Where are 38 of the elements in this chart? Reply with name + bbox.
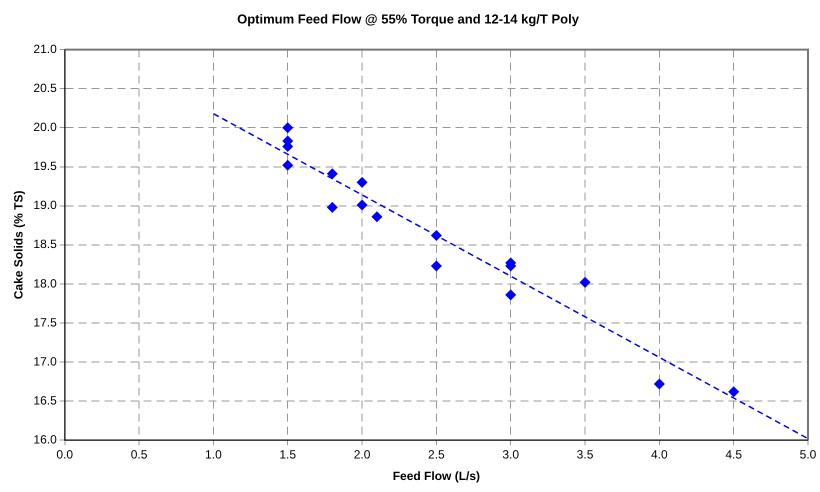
point [654, 378, 665, 390]
x-tick-label: 3.0 [502, 448, 520, 462]
point [356, 176, 368, 188]
y-tick-label: 17.0 [33, 354, 58, 368]
x-tick-label: 2.5 [428, 448, 446, 462]
point [326, 168, 338, 180]
y-tick-label: 18.0 [33, 276, 58, 290]
y-tick-label: 20.0 [33, 120, 58, 134]
y-tick-label: 17.5 [33, 315, 58, 330]
point [371, 211, 382, 222]
x-axis-title: Feed Flow (L/s) [392, 469, 480, 484]
y-tick-label: 16.5 [33, 393, 58, 408]
y-tick-label: 16.0 [33, 432, 58, 447]
y-tick-label: 21.0 [33, 42, 58, 56]
x-tick-label: 4.5 [725, 448, 742, 462]
x-tick-label: 0.5 [130, 448, 148, 462]
point [326, 202, 338, 213]
y-tick-label: 19.5 [33, 159, 58, 174]
x-tick-label: 2.0 [354, 448, 371, 462]
chart-title: Optimum Feed Flow @ 55% Torque and 12-14 kg/T Poly [237, 11, 580, 26]
point [580, 276, 591, 288]
x-tick-label: 4.0 [651, 448, 668, 462]
y-tick-label: 19.0 [33, 198, 58, 212]
point [728, 386, 740, 398]
point [430, 260, 442, 272]
point [282, 160, 294, 171]
y-axis-title: Cake Solids (% TS) [12, 190, 26, 300]
point [356, 200, 368, 211]
x-tick-label: 3.5 [576, 448, 594, 462]
y-tick-label: 18.5 [33, 237, 58, 252]
x-tick-label: 1.0 [205, 448, 222, 462]
point [505, 289, 516, 300]
x-tick-label: 5.0 [800, 448, 817, 462]
point [282, 122, 294, 134]
y-tick-label: 20.5 [33, 80, 58, 95]
point [430, 230, 442, 242]
x-tick-label: 1.5 [279, 448, 296, 462]
x-tick-label: 0.0 [56, 448, 74, 462]
